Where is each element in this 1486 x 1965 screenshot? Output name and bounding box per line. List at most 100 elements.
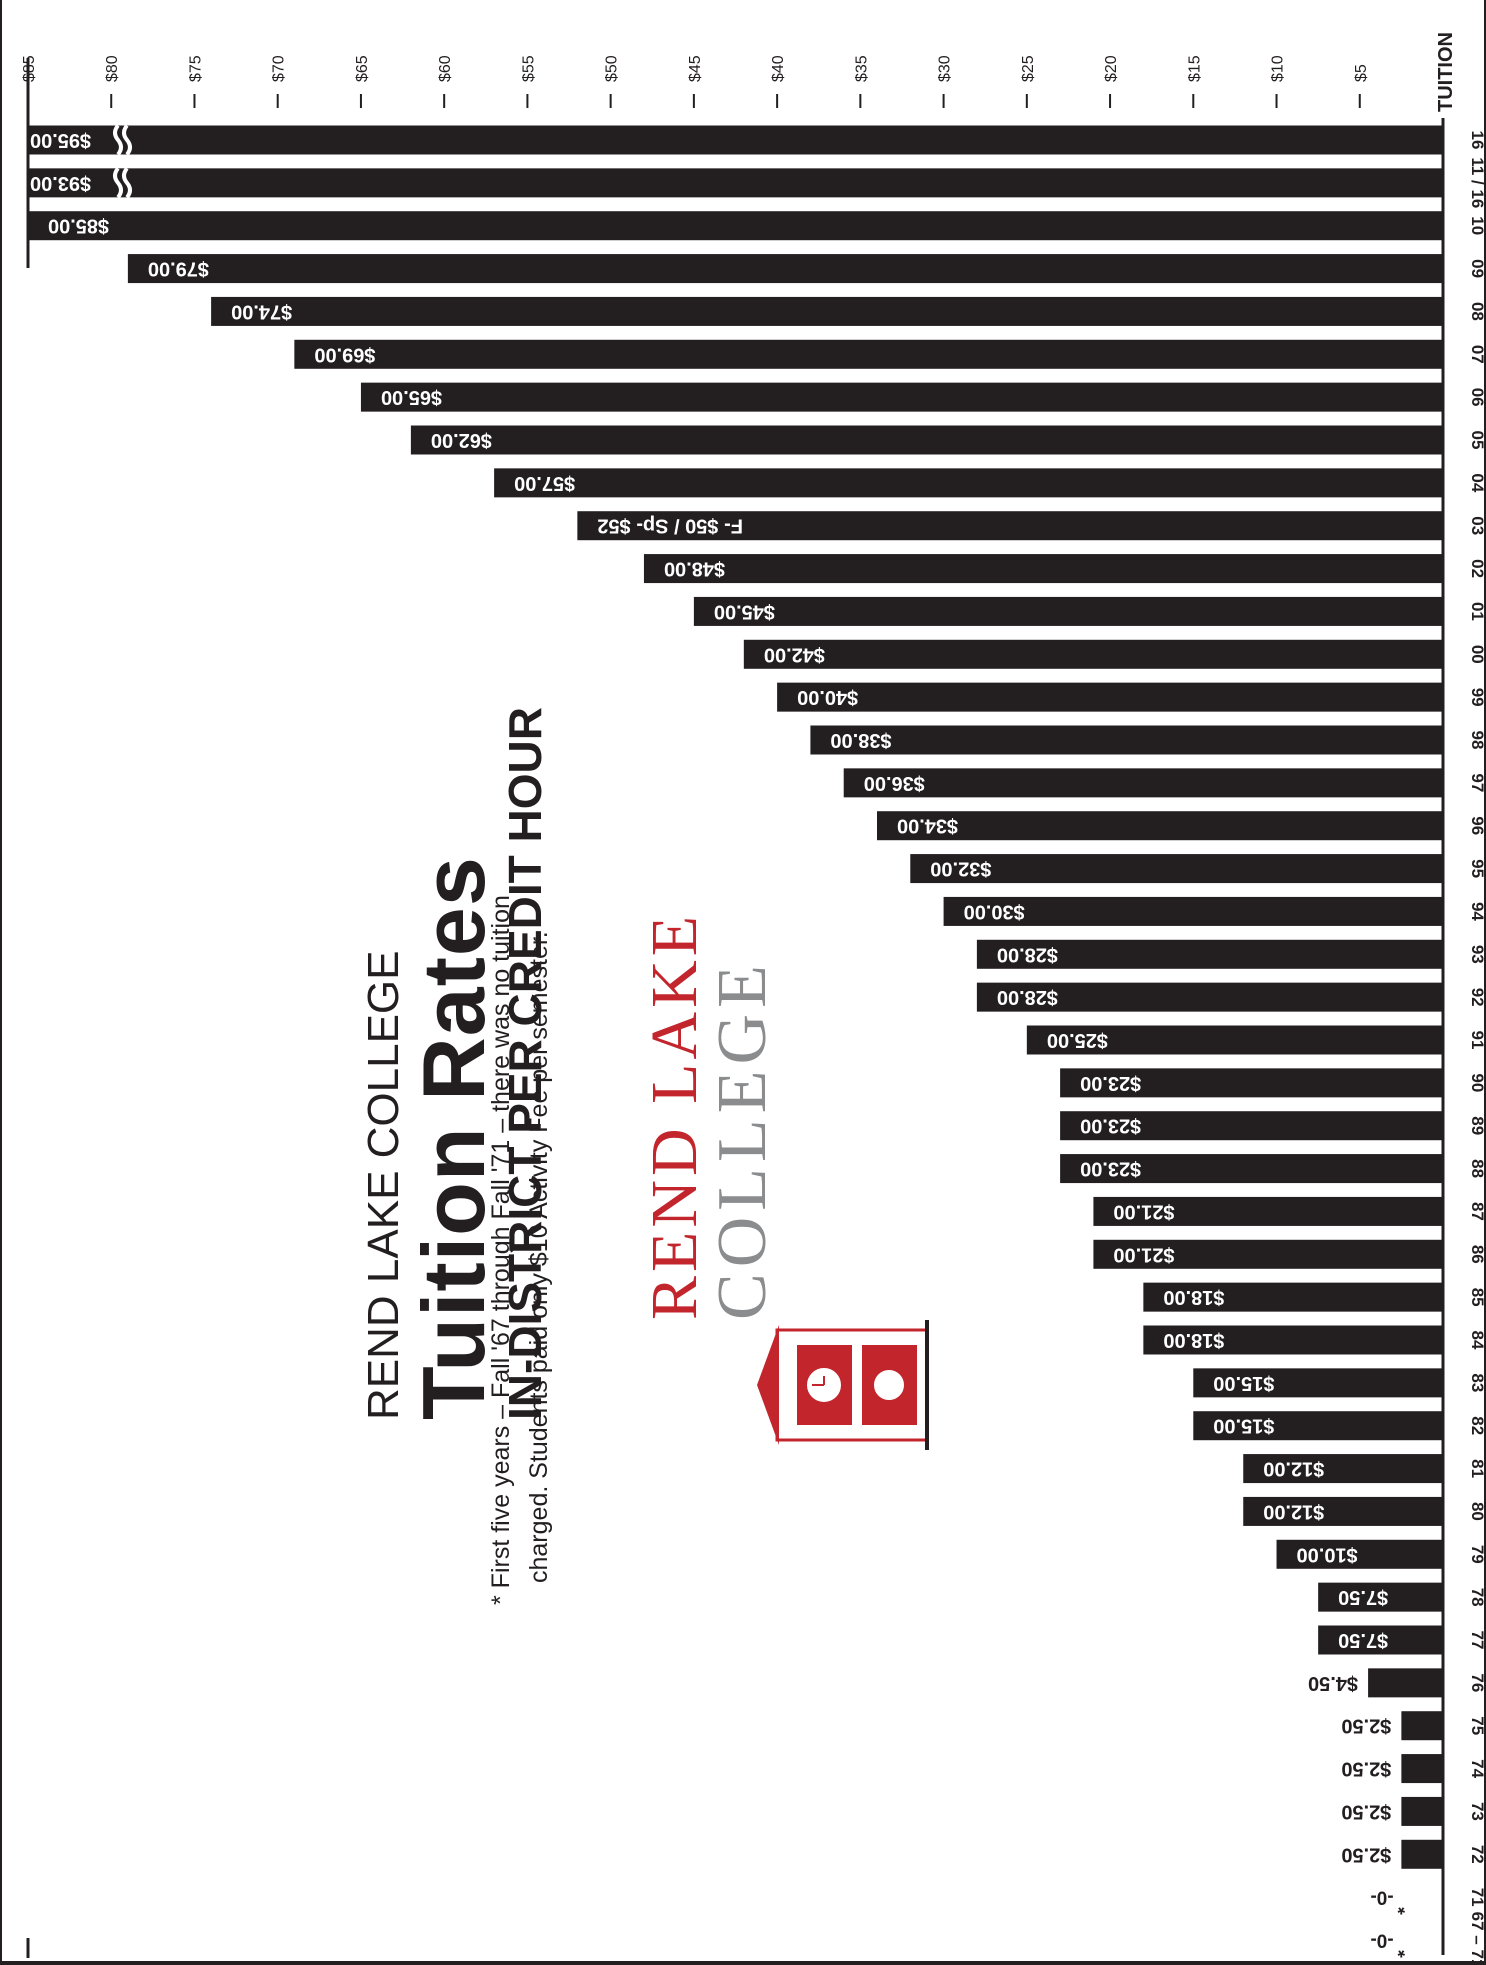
year-label: 75 (1468, 1716, 1486, 1735)
year-label: 87 (1468, 1202, 1486, 1221)
clock-tower-icon (757, 1320, 929, 1450)
year-label: 94 (1468, 902, 1486, 921)
bar (211, 296, 1443, 326)
bar (28, 125, 1443, 155)
bar (294, 339, 1444, 369)
tick-label: $25 (1020, 55, 1037, 82)
year-label: 11 / 16 (1468, 157, 1486, 208)
tick-label: $30 (937, 55, 954, 82)
bar (1193, 1368, 1443, 1398)
tick-label: $80 (104, 55, 121, 82)
bar (1243, 1496, 1443, 1526)
bar-value-label: $28.00 (997, 986, 1058, 1008)
year-label: 07 (1468, 345, 1486, 364)
bar (1093, 1239, 1443, 1269)
bar-value-label: $74.00 (231, 300, 292, 322)
tick-label: $60 (437, 55, 454, 82)
bar (1093, 1196, 1443, 1226)
bar-value-label: $93.00 (30, 172, 91, 194)
tick-label: $75 (187, 55, 204, 82)
bar-value-label: $2.50 (1341, 1800, 1391, 1822)
year-label: 05 (1468, 431, 1486, 450)
bar (1318, 1582, 1443, 1612)
year-label: 99 (1468, 688, 1486, 707)
tick-label: $85 (21, 55, 38, 82)
bar-value-label: $7.50 (1338, 1629, 1388, 1651)
bar-value-label: $2.50 (1341, 1715, 1391, 1737)
bar-value-label: F- $50 / Sp- $52 (597, 515, 743, 537)
year-label: 89 (1468, 1116, 1486, 1135)
bar-value-label: $15.00 (1213, 1415, 1274, 1437)
bar-value-label: $23.00 (1080, 1115, 1141, 1137)
bar (1243, 1454, 1443, 1484)
bar-value-label: -0- (1370, 1930, 1393, 1951)
year-label: 72 (1468, 1845, 1486, 1864)
bar-value-label: $18.00 (1163, 1329, 1224, 1351)
bar-value-label: $48.00 (664, 558, 725, 580)
bar (693, 596, 1443, 626)
axis-title: TUITION (1435, 32, 1457, 112)
bar (360, 382, 1443, 412)
bar (1401, 1839, 1443, 1869)
bar (1060, 1111, 1443, 1141)
year-label: 10 (1468, 216, 1486, 235)
bar (1060, 1154, 1443, 1184)
bar-value-label: $32.00 (930, 858, 991, 880)
bar-value-label: $85.00 (48, 215, 109, 237)
bar (1143, 1282, 1443, 1312)
bar (127, 254, 1444, 284)
year-label: 93 (1468, 945, 1486, 964)
year-label: 82 (1468, 1416, 1486, 1435)
tick-label: $55 (520, 55, 537, 82)
bar-value-label: $2.50 (1341, 1843, 1391, 1865)
year-label: 81 (1468, 1459, 1486, 1478)
year-label: 98 (1468, 731, 1486, 750)
year-label: 84 (1468, 1331, 1486, 1350)
bar-value-label: $34.00 (897, 815, 958, 837)
bar-value-label: $62.00 (431, 429, 492, 451)
bar (1026, 1025, 1443, 1055)
bar (1401, 1796, 1443, 1826)
bar-value-label: $38.00 (830, 729, 891, 751)
bar-value-label: $69.00 (314, 343, 375, 365)
tick-group: $5 $10 $15 $20 $25 $30 $35 $40 $45 $50 $55 $60 $65 $7… (21, 55, 1370, 108)
bar-value-label: $30.00 (964, 900, 1025, 922)
bar-group: -0- *-0- *$2.50$2.50$2.50$2.50$4.50$7.50$7… (28, 124, 1444, 1960)
bar (976, 982, 1443, 1012)
tick-label: $65 (354, 55, 371, 82)
bar (1368, 1668, 1443, 1698)
footnote-line-2: charged. Students paid only $10 Activity… (525, 931, 553, 1583)
bar-value-label: $10.00 (1297, 1543, 1358, 1565)
bar (743, 639, 1443, 669)
tick-label: $20 (1103, 55, 1120, 82)
tick-label: $10 (1270, 55, 1287, 82)
bar (843, 768, 1443, 798)
bar-value-label: $15.00 (1213, 1372, 1274, 1394)
bar (943, 896, 1443, 926)
bar-value-label: $36.00 (864, 772, 925, 794)
bar-value-label: $45.00 (714, 600, 775, 622)
bar (577, 511, 1443, 541)
axis-break-mark (113, 167, 132, 199)
logo-word-rend-lake: REND LAKE (638, 911, 711, 1320)
bar (877, 811, 1443, 841)
year-label: 95 (1468, 859, 1486, 878)
year-label-group: 67 – 71 71 72 73 74 75 76 77 78 79 80 81 82 83 84 85 86 8… (1468, 131, 1486, 1965)
year-label: 79 (1468, 1545, 1486, 1564)
year-label: 77 (1468, 1631, 1486, 1650)
bar-value-label: $4.50 (1308, 1672, 1358, 1694)
bar (28, 168, 1443, 198)
footnote-line-1: * First five years – Fall '67 through Fa… (487, 895, 515, 1605)
bar-value-label: $25.00 (1047, 1029, 1108, 1051)
bar-value-label: $21.00 (1113, 1243, 1174, 1265)
axis-break-mark (113, 124, 132, 156)
bar-value-label: $95.00 (30, 129, 91, 151)
bar (777, 682, 1443, 712)
year-label: 78 (1468, 1588, 1486, 1607)
year-label: 74 (1468, 1759, 1486, 1778)
year-label: 76 (1468, 1673, 1486, 1692)
bar-value-label: $65.00 (381, 386, 442, 408)
bar-value-label: $57.00 (514, 472, 575, 494)
year-label: 96 (1468, 816, 1486, 835)
bar-value-label: $21.00 (1113, 1200, 1174, 1222)
